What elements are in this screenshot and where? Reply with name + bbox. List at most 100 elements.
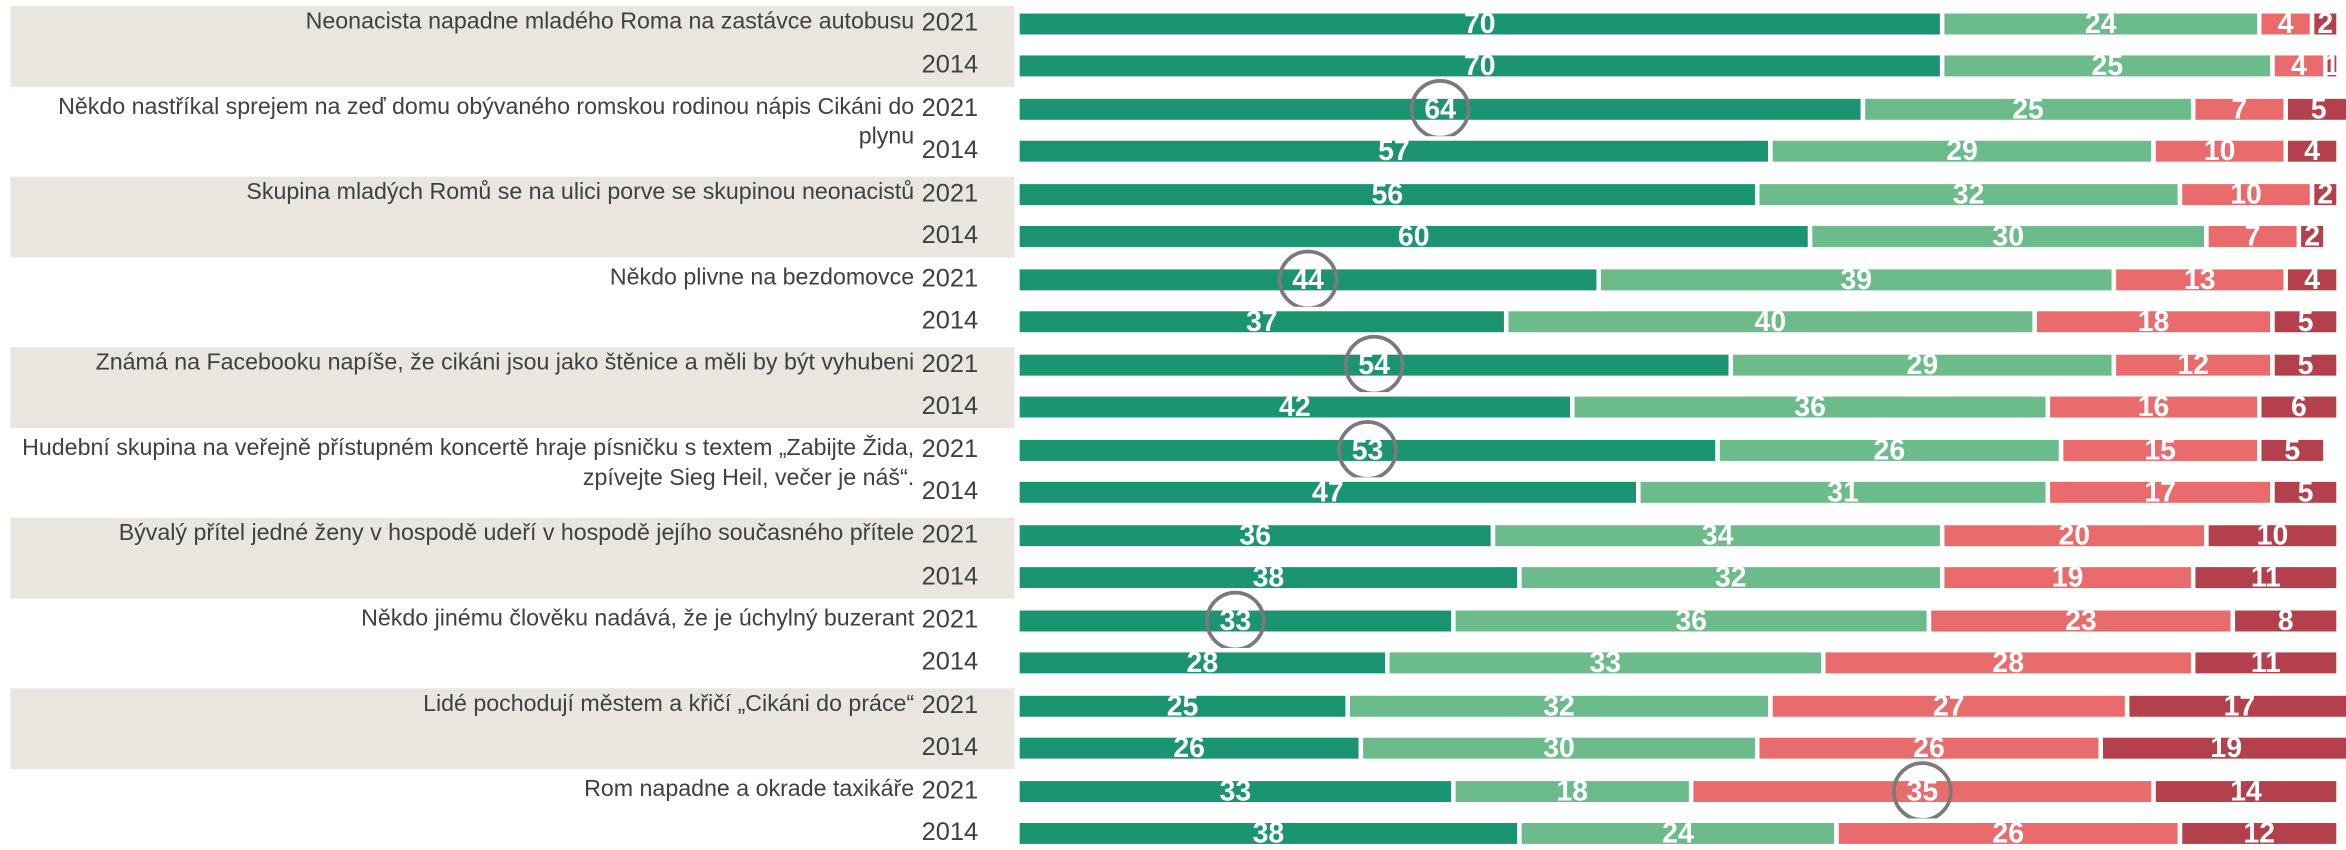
- bar-segment: [2098, 733, 2346, 764]
- value-label: 57: [1378, 135, 1410, 167]
- value-label: 5: [2298, 476, 2314, 508]
- bar-segment: [1015, 50, 1945, 81]
- bar-segment: [1451, 606, 1932, 636]
- bar-segment: [1834, 818, 2183, 849]
- value-label: 44: [1292, 264, 1324, 296]
- group-label-box: Bývalý přítel jedné ženy v hospodě udeří…: [118, 520, 915, 547]
- year-label: 2014: [922, 136, 979, 164]
- group-label-box: Neonacista napadne mladého Roma na zastá…: [305, 9, 915, 35]
- value-label: 13: [2184, 264, 2216, 296]
- bar-segment: [1503, 306, 2037, 337]
- value-label: 25: [1167, 690, 1199, 722]
- value-label: 42: [1279, 391, 1311, 423]
- value-label: 24: [2085, 8, 2117, 40]
- value-label: 26: [1874, 434, 1906, 466]
- bar-segment: [2230, 606, 2341, 636]
- bar-segment: [2323, 50, 2341, 81]
- group-label: Neonacista napadne mladého Roma na zastá…: [305, 9, 915, 35]
- value-label: 4: [2304, 264, 2320, 296]
- year-label: 2014: [922, 306, 979, 334]
- value-label: 27: [1933, 690, 1965, 722]
- bar-segment: [1821, 647, 2196, 678]
- value-label: 12: [2243, 817, 2275, 849]
- bar-segment: [1015, 606, 1456, 636]
- bar-segment: [1517, 562, 1945, 593]
- bar-segment: [2296, 221, 2328, 252]
- value-label: 5: [2298, 306, 2314, 338]
- group-label: Známá na Facebooku napíše, že cikáni jso…: [95, 350, 915, 376]
- value-label: 17: [2224, 690, 2256, 722]
- group-label: Lidé pochodují městem a křičí „Cikáni do…: [423, 691, 915, 717]
- bar-segment: [2257, 392, 2341, 423]
- value-label: 5: [2311, 93, 2327, 125]
- value-label: 30: [1992, 220, 2024, 252]
- year-label: 2014: [922, 221, 979, 249]
- year-label: 2021: [922, 9, 979, 37]
- value-label: 29: [1907, 349, 1939, 381]
- bar-segment: [2270, 477, 2341, 508]
- group-label-box: Hudební skupina na veřejně přístupném ko…: [22, 435, 914, 490]
- value-label: 26: [1992, 817, 2024, 849]
- bar-segment: [2124, 691, 2346, 722]
- bar-segment: [2177, 818, 2341, 849]
- group-band: [10, 517, 1015, 599]
- value-label: 34: [1702, 520, 1734, 552]
- group-label-box: Někdo plivne na bezdomovce: [609, 264, 915, 291]
- value-label: 25: [2012, 93, 2044, 125]
- value-label: 38: [1253, 562, 1285, 594]
- value-label: 8: [2278, 605, 2294, 637]
- group-label: Rom napadne a okrade taxikáře: [584, 776, 915, 803]
- value-label: 39: [1841, 264, 1873, 296]
- bar-segment: [1939, 9, 2262, 39]
- value-label: 32: [1715, 562, 1747, 594]
- value-label: 18: [1556, 776, 1588, 808]
- value-label: 2: [2304, 220, 2320, 252]
- value-label: 28: [1992, 647, 2024, 679]
- value-label: 35: [1907, 776, 1939, 808]
- value-label: 23: [2065, 605, 2097, 637]
- value-label: 10: [2257, 520, 2289, 552]
- year-label: 2021: [922, 520, 979, 548]
- year-label: 2014: [922, 648, 979, 676]
- value-label: 33: [1220, 605, 1252, 637]
- value-label: 2: [2317, 8, 2333, 40]
- year-label: 2014: [922, 392, 979, 420]
- value-label: 40: [1755, 306, 1787, 338]
- bar-segment: [2257, 9, 2315, 39]
- value-label: 36: [1675, 605, 1707, 637]
- bar-segment: [2177, 179, 2315, 210]
- bar-segment: [2270, 350, 2341, 381]
- value-label: 11: [2251, 647, 2281, 679]
- group-label: Někdo jinému člověku nadává, že je úchyl…: [361, 606, 915, 632]
- value-label: 56: [1372, 179, 1404, 211]
- bar-segment: [2151, 776, 2341, 807]
- value-label: 6: [2291, 391, 2307, 423]
- group-label-box: Skupina mladých Romů se na ulici porve s…: [246, 180, 914, 205]
- year-label: 2021: [922, 265, 979, 293]
- bar-segment: [1015, 94, 1866, 125]
- bar-segment: [1015, 179, 1760, 210]
- bar-segment: [1517, 818, 1839, 849]
- group-label-box: Lidé pochodují městem a křičí „Cikáni do…: [423, 691, 915, 717]
- bar-segment: [1015, 264, 1601, 295]
- bar-segment: [1015, 221, 1813, 252]
- value-label: 60: [1398, 220, 1430, 252]
- value-label: 37: [1246, 306, 1278, 338]
- group-label-box: Známá na Facebooku napíše, že cikáni jso…: [95, 350, 915, 376]
- value-label: 11: [2251, 562, 2281, 594]
- year-label: 2021: [922, 179, 979, 207]
- year-label: 2014: [922, 733, 979, 761]
- bar-segment: [2045, 392, 2262, 423]
- bar-segment: [2283, 94, 2346, 125]
- group-label-box: Někdo nastříkal sprejem na zeď domu obýv…: [58, 94, 914, 149]
- bar-segment: [2283, 136, 2341, 167]
- group-band: [10, 6, 1015, 87]
- bar-segment: [1015, 691, 1350, 722]
- group-label: Bývalý přítel jedné ženy v hospodě udeří…: [118, 520, 915, 547]
- value-label: 4: [2278, 8, 2294, 40]
- bar-segment: [2257, 435, 2328, 466]
- bar-segment: [2190, 647, 2341, 678]
- group-label: Někdo plivne na bezdomovce: [609, 264, 915, 291]
- value-label: 17: [2144, 476, 2176, 508]
